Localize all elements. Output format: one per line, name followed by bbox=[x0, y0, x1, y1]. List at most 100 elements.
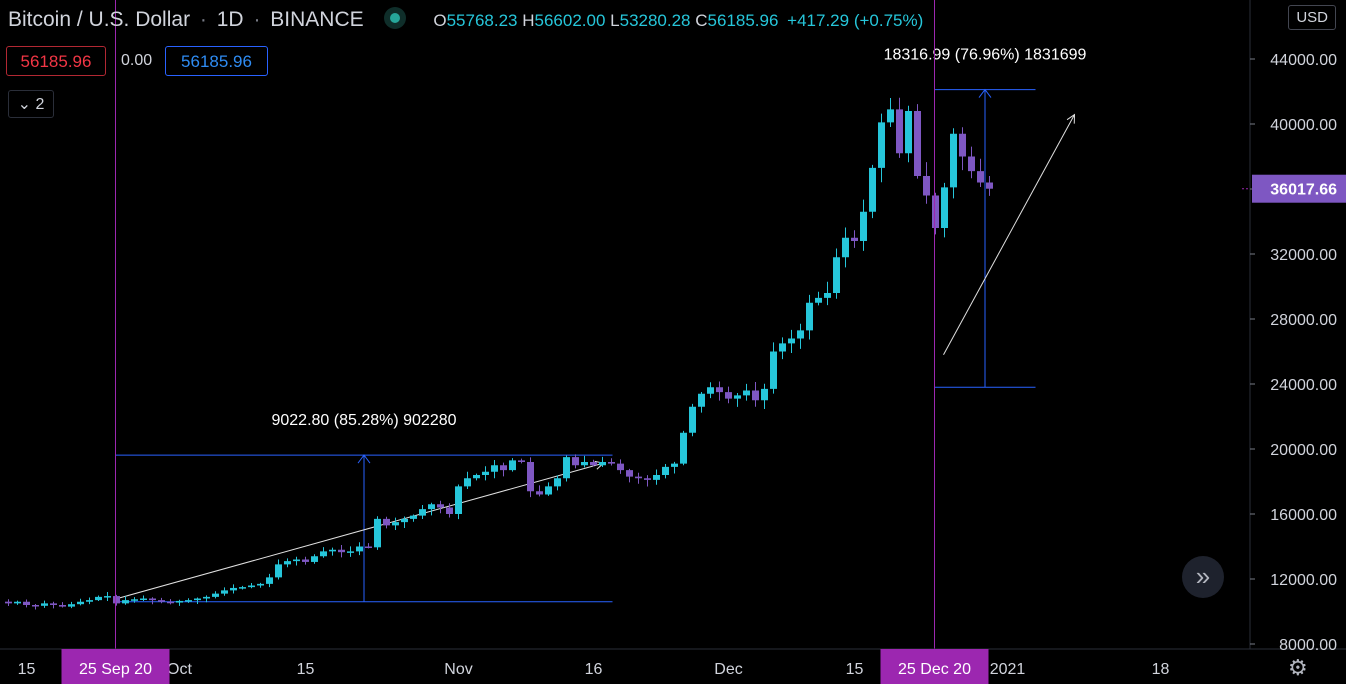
candle[interactable] bbox=[95, 595, 102, 601]
candle[interactable] bbox=[716, 381, 723, 401]
candle[interactable] bbox=[311, 554, 318, 564]
candle[interactable] bbox=[518, 458, 525, 464]
candle[interactable] bbox=[149, 597, 156, 605]
candle[interactable] bbox=[482, 466, 489, 481]
candle[interactable] bbox=[545, 482, 552, 496]
candle[interactable] bbox=[761, 383, 768, 409]
candle[interactable] bbox=[617, 459, 624, 474]
candle[interactable] bbox=[392, 517, 399, 531]
candle[interactable] bbox=[131, 597, 138, 603]
candle[interactable] bbox=[662, 464, 669, 479]
candle[interactable] bbox=[914, 104, 921, 179]
candle[interactable] bbox=[590, 459, 597, 467]
candle[interactable] bbox=[806, 294, 813, 340]
candle[interactable] bbox=[59, 602, 66, 608]
candle[interactable] bbox=[626, 468, 633, 483]
candle[interactable] bbox=[41, 600, 48, 608]
candle[interactable] bbox=[752, 382, 759, 407]
candle[interactable] bbox=[608, 458, 615, 466]
candle[interactable] bbox=[23, 599, 30, 608]
candle[interactable] bbox=[167, 599, 174, 605]
candle[interactable] bbox=[473, 473, 480, 481]
collapse-indicators-button[interactable]: ⌄ 2 bbox=[8, 90, 54, 118]
candle[interactable] bbox=[428, 502, 435, 516]
candle[interactable] bbox=[140, 595, 147, 601]
candle[interactable] bbox=[5, 599, 12, 606]
candle[interactable] bbox=[644, 475, 651, 487]
candle[interactable] bbox=[878, 113, 885, 183]
currency-button[interactable]: USD bbox=[1288, 5, 1336, 30]
candle[interactable] bbox=[401, 516, 408, 528]
candle[interactable] bbox=[932, 192, 939, 235]
candle[interactable] bbox=[419, 504, 426, 519]
candle[interactable] bbox=[770, 342, 777, 394]
candle[interactable] bbox=[284, 558, 291, 568]
candle[interactable] bbox=[860, 199, 867, 251]
candle[interactable] bbox=[374, 516, 381, 550]
candle[interactable] bbox=[743, 383, 750, 401]
candle[interactable] bbox=[68, 601, 75, 609]
candle[interactable] bbox=[185, 598, 192, 603]
candle[interactable] bbox=[959, 127, 966, 171]
candle[interactable] bbox=[266, 573, 273, 588]
candle[interactable] bbox=[509, 458, 516, 472]
price-range-tool[interactable]: 18316.99 (76.96%) 1831699 bbox=[884, 47, 1087, 388]
candle[interactable] bbox=[833, 248, 840, 299]
candle[interactable] bbox=[446, 503, 453, 518]
candle[interactable] bbox=[887, 97, 894, 127]
candle[interactable] bbox=[815, 291, 822, 306]
candle[interactable] bbox=[788, 329, 795, 353]
candle[interactable] bbox=[698, 392, 705, 413]
candle[interactable] bbox=[104, 592, 111, 602]
symbol-name[interactable]: Bitcoin / U.S. Dollar bbox=[8, 8, 191, 31]
candle[interactable] bbox=[653, 469, 660, 485]
candle[interactable] bbox=[689, 403, 696, 437]
candle[interactable] bbox=[176, 599, 183, 606]
candle[interactable] bbox=[851, 230, 858, 248]
candle[interactable] bbox=[599, 456, 606, 468]
candle[interactable] bbox=[32, 604, 39, 610]
interval-label[interactable]: 1D bbox=[216, 8, 244, 31]
candle[interactable] bbox=[536, 485, 543, 497]
candle[interactable] bbox=[50, 601, 57, 609]
candle[interactable] bbox=[941, 182, 948, 238]
scroll-to-realtime-button[interactable]: » bbox=[1182, 556, 1224, 598]
candle[interactable] bbox=[437, 500, 444, 514]
candle[interactable] bbox=[671, 461, 678, 474]
candle[interactable] bbox=[563, 455, 570, 482]
candle[interactable] bbox=[680, 430, 687, 466]
candle[interactable] bbox=[635, 472, 642, 484]
candle[interactable] bbox=[842, 227, 849, 268]
candle[interactable] bbox=[500, 462, 507, 477]
candle[interactable] bbox=[950, 128, 957, 199]
candle[interactable] bbox=[869, 164, 876, 219]
candle[interactable] bbox=[554, 475, 561, 491]
candle[interactable] bbox=[113, 594, 120, 606]
candle[interactable] bbox=[797, 323, 804, 349]
candle[interactable] bbox=[158, 597, 165, 604]
candle[interactable] bbox=[905, 105, 912, 163]
candle[interactable] bbox=[203, 595, 210, 603]
candle[interactable] bbox=[230, 584, 237, 594]
candle[interactable] bbox=[248, 583, 255, 589]
candle[interactable] bbox=[923, 162, 930, 204]
candle[interactable] bbox=[968, 146, 975, 179]
candle[interactable] bbox=[896, 97, 903, 158]
candle[interactable] bbox=[221, 587, 228, 596]
candle[interactable] bbox=[365, 543, 372, 549]
market-status-icon[interactable] bbox=[383, 7, 406, 29]
candle[interactable] bbox=[239, 585, 246, 590]
candle[interactable] bbox=[383, 516, 390, 529]
candle[interactable] bbox=[410, 514, 417, 522]
candle[interactable] bbox=[455, 484, 462, 520]
candle[interactable] bbox=[122, 596, 129, 605]
buy-button[interactable]: 56185.96 bbox=[165, 46, 268, 76]
trend-arrow[interactable] bbox=[943, 113, 1076, 355]
candle[interactable] bbox=[320, 547, 327, 558]
candle[interactable] bbox=[572, 454, 579, 469]
candle[interactable] bbox=[293, 556, 300, 566]
price-range-tool[interactable]: 9022.80 (85.28%) 902280 bbox=[115, 412, 613, 603]
candle[interactable] bbox=[14, 600, 21, 605]
candle[interactable] bbox=[734, 392, 741, 407]
